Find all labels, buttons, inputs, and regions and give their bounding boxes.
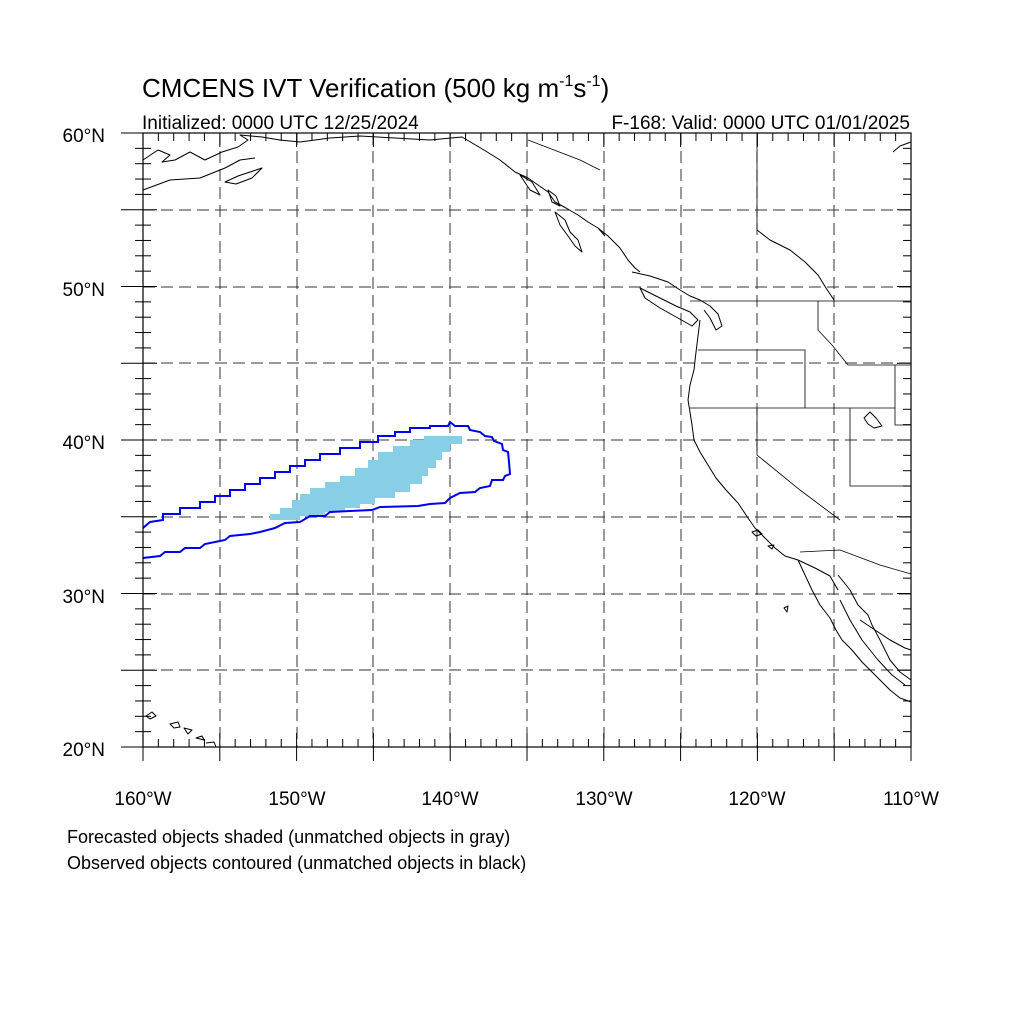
map-title: CMCENS IVT Verification (500 kg m-1s-1) [142, 73, 609, 103]
lon-label-140w: 140°W [421, 789, 478, 810]
footnote-observed: Observed objects contoured (unmatched ob… [67, 853, 526, 873]
init-time-label: Initialized: 0000 UTC 12/25/2024 [142, 113, 419, 134]
lon-label-150w: 150°W [268, 789, 325, 810]
lat-label-40n: 40°N [63, 433, 105, 454]
valid-time-label: F-168: Valid: 0000 UTC 01/01/2025 [611, 113, 910, 134]
lat-label-50n: 50°N [63, 280, 105, 301]
coastlines [142, 134, 912, 748]
map-panel [121, 132, 912, 761]
lat-label-20n: 20°N [63, 740, 105, 761]
map-frame [142, 132, 912, 748]
forecast-object [263, 436, 462, 520]
lon-label-130w: 130°W [575, 789, 632, 810]
footnote-forecast: Forecasted objects shaded (unmatched obj… [67, 827, 510, 847]
lon-label-120w: 120°W [728, 789, 785, 810]
axis-ticks [121, 132, 912, 761]
lon-label-160w: 160°W [114, 789, 171, 810]
longitude-labels: 160°W 150°W 140°W 130°W 120°W 110°W [114, 789, 939, 810]
political-borders [527, 133, 912, 575]
latitude-labels: 60°N 50°N 40°N 30°N 20°N [63, 126, 105, 761]
lon-label-110w: 110°W [883, 789, 939, 810]
lat-label-30n: 30°N [63, 587, 105, 608]
lat-label-60n: 60°N [63, 126, 105, 147]
observed-object-contour [142, 420, 512, 559]
